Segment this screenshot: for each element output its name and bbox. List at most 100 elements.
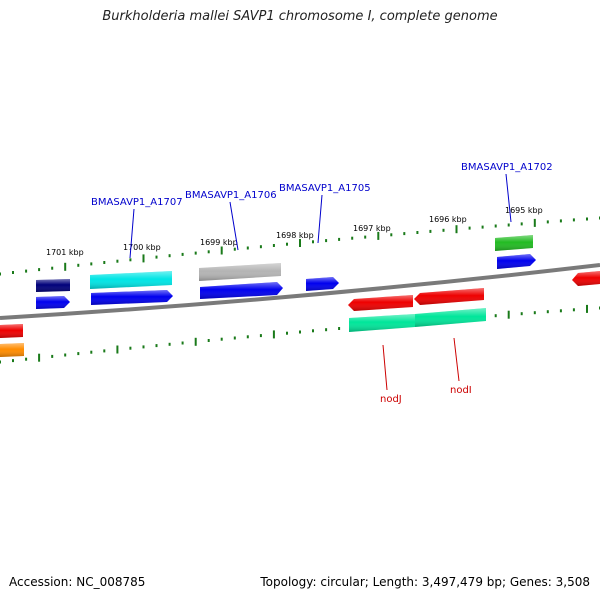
minor-tick [390,233,393,237]
minor-tick [51,354,54,358]
minor-tick [116,259,119,263]
minor-tick [442,228,445,232]
gene-label[interactable]: nodI [450,385,472,396]
minor-tick [520,312,523,316]
gene-label[interactable]: BMASAVP1_A1702 [461,162,553,173]
label-leader-line [505,173,512,223]
minor-tick [103,261,106,264]
minor-tick [77,352,80,356]
gene-feature[interactable] [90,271,172,289]
gene-label[interactable]: BMASAVP1_A1705 [279,183,371,194]
minor-tick [481,225,484,229]
gene-feature[interactable] [36,279,70,292]
gene-feature[interactable] [415,308,486,327]
major-tick [116,345,119,354]
gene-feature[interactable] [199,263,281,281]
minor-tick [207,250,210,254]
minor-tick [429,229,432,233]
minor-tick [90,262,93,266]
genome-backbone [0,263,600,320]
gene-feature[interactable] [495,235,533,251]
minor-tick [533,311,536,315]
minor-tick [494,314,497,318]
gene-label[interactable]: BMASAVP1_A1707 [91,197,183,208]
tick-label: 1697 kbp [353,224,391,233]
gene-feature[interactable] [91,290,173,305]
minor-tick [90,350,93,354]
label-leader-line [382,344,388,391]
gene-feature[interactable] [349,314,415,332]
gene-feature[interactable] [0,324,23,338]
major-tick [220,246,223,255]
genome-summary-text: Topology: circular; Length: 3,497,479 bp… [260,575,590,589]
minor-tick [168,342,171,346]
minor-tick [259,245,262,249]
minor-tick [546,220,549,224]
minor-tick [338,237,341,241]
major-tick [455,225,458,234]
minor-tick [572,308,575,312]
minor-tick [507,223,510,227]
label-leader-line [129,208,135,259]
gene-feature[interactable] [36,296,70,309]
tick-label: 1700 kbp [123,243,161,252]
minor-tick [25,269,28,273]
minor-tick [51,266,54,270]
minor-tick [207,339,210,342]
minor-tick [325,328,328,332]
label-leader-line [317,194,323,244]
map-title: Burkholderia mallei SAVP1 chromosome I, … [102,9,498,24]
major-tick [272,330,275,339]
gene-label[interactable]: BMASAVP1_A1706 [185,190,277,201]
minor-tick [12,271,14,274]
gene-feature[interactable] [572,271,600,286]
major-tick [533,218,536,227]
minor-tick [494,224,497,228]
minor-tick [12,359,14,363]
tick-label: 1701 kbp [46,248,84,257]
major-tick [507,310,510,319]
label-leader-line [453,337,460,382]
gene-feature[interactable] [348,295,413,311]
tick-label: 1698 kbp [276,231,314,240]
tick-label: 1699 kbp [200,238,238,247]
tick-label: 1696 kbp [429,215,467,224]
minor-tick [142,345,145,349]
major-tick [64,262,67,271]
gene-feature[interactable] [497,254,536,269]
minor-tick [286,331,288,335]
minor-tick [129,258,132,262]
minor-tick [181,341,184,345]
minor-tick [364,235,367,239]
minor-tick [38,268,41,272]
minor-tick [77,263,80,267]
minor-tick [233,247,236,251]
minor-tick [312,329,314,333]
minor-tick [468,226,471,230]
major-tick [194,337,197,346]
gene-feature[interactable] [306,277,339,291]
major-tick [586,304,588,313]
minor-tick [0,272,1,276]
minor-tick [520,222,523,226]
minor-tick [64,353,67,357]
minor-tick [246,246,249,250]
minor-tick [586,217,588,221]
gene-feature[interactable] [414,288,484,305]
gene-feature[interactable] [0,343,24,357]
minor-tick [572,218,575,222]
minor-tick [220,337,223,341]
gene-label[interactable]: nodJ [380,394,402,405]
tick-row-outer [0,216,600,276]
minor-tick [559,219,562,223]
minor-tick [155,344,158,348]
minor-tick [272,244,275,247]
minor-tick [194,251,197,255]
major-tick [377,231,380,240]
minor-tick [416,231,419,234]
minor-tick [312,240,314,244]
minor-tick [0,360,1,364]
minor-tick [338,327,341,330]
label-leader-line [229,201,239,251]
